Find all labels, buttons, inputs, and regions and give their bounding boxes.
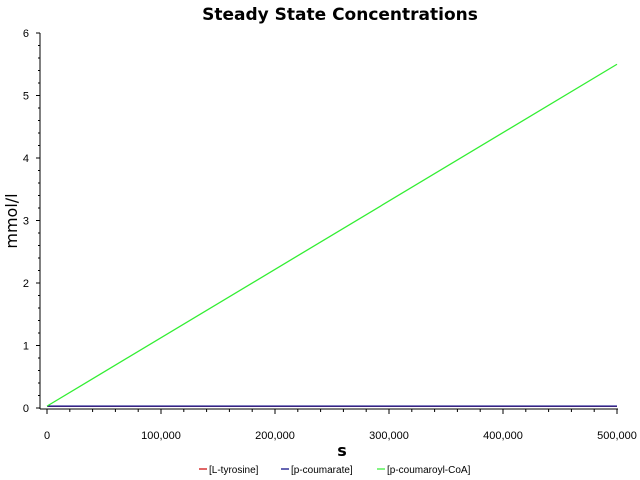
x-ticks: 0 100,000 200,000 300,000 400,000 500,000: [44, 409, 637, 442]
series-line: [46, 63, 618, 407]
x-tick-label: 0: [44, 430, 50, 442]
y-tick-label: 6: [23, 28, 29, 40]
legend-item: [p-coumarate]: [291, 465, 353, 476]
y-tick-label: 3: [23, 216, 29, 228]
y-tick-label: 0: [23, 403, 29, 415]
legend: [L-tyrosine] [p-coumarate] [p-coumaroyl-Co…: [199, 465, 471, 476]
x-tick-label: 500,000: [597, 430, 637, 442]
y-ticks: 0 1 2 3 4 5 6: [23, 28, 40, 415]
x-axis-label: s: [337, 441, 347, 460]
plot-area: 0 1 2 3 4 5 6 0 100,000 200,000 300,000 400,000 500…: [23, 28, 637, 442]
y-tick-label: 2: [23, 278, 29, 290]
x-tick-label: 200,000: [255, 430, 295, 442]
y-tick-label: 1: [23, 341, 29, 353]
series-lines: [46, 63, 618, 407]
chart-title: Steady State Concentrations: [202, 5, 478, 25]
y-tick-label: 4: [23, 153, 29, 165]
x-tick-label: 300,000: [369, 430, 409, 442]
x-tick-label: 100,000: [141, 430, 181, 442]
legend-item: [L-tyrosine]: [209, 465, 259, 476]
x-tick-label: 400,000: [483, 430, 523, 442]
legend-item: [p-coumaroyl-CoA]: [387, 465, 471, 476]
y-tick-label: 5: [23, 91, 29, 103]
y-axis-label: mmol/l: [2, 193, 21, 248]
